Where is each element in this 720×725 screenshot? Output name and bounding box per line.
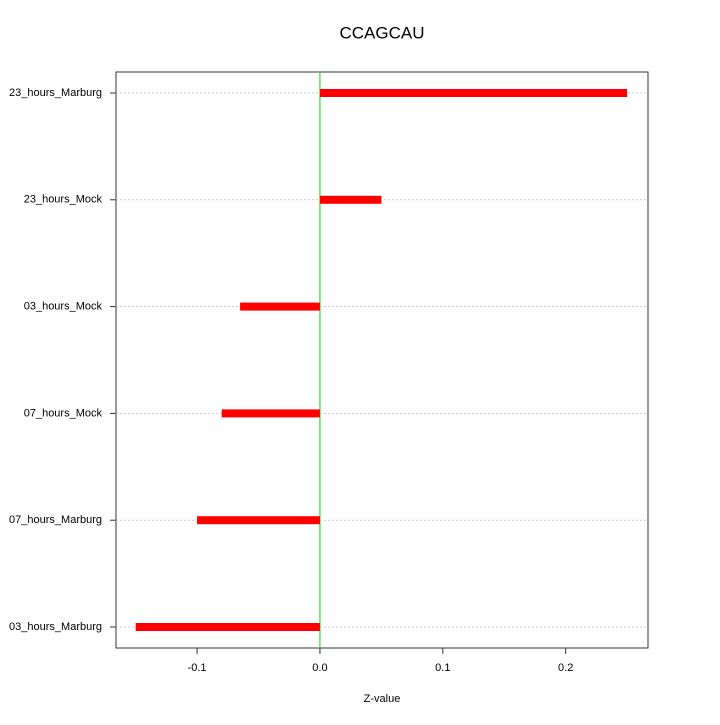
bar bbox=[319, 195, 382, 204]
x-axis-label: Z-value bbox=[364, 693, 401, 705]
x-tick-label: 0.2 bbox=[558, 662, 573, 674]
bar bbox=[221, 409, 320, 418]
bar bbox=[319, 89, 628, 97]
bar bbox=[240, 302, 320, 311]
x-tick-label: -0.1 bbox=[188, 662, 207, 674]
plot-frame bbox=[115, 71, 649, 649]
y-tick-label: 23_hours_Mock bbox=[24, 194, 103, 206]
x-tick-label: 0.0 bbox=[312, 662, 327, 674]
chart-title: CCAGCAU bbox=[339, 23, 424, 42]
y-tick-label: 03_hours_Mock bbox=[24, 301, 103, 313]
x-tick-label: 0.1 bbox=[435, 662, 450, 674]
y-tick-label: 23_hours_Marburg bbox=[9, 87, 102, 99]
y-tick-label: 07_hours_Marburg bbox=[9, 514, 102, 526]
y-tick-label: 07_hours_Mock bbox=[24, 407, 103, 419]
y-tick-label: 03_hours_Marburg bbox=[9, 621, 102, 633]
bar bbox=[197, 516, 320, 525]
bar bbox=[135, 623, 320, 631]
